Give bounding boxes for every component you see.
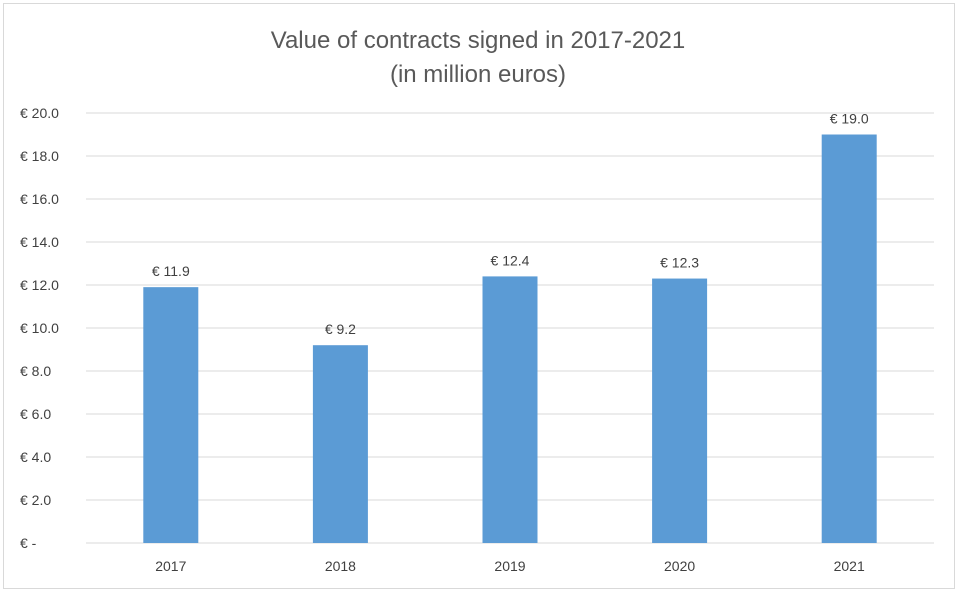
x-tick-label: 2020 (664, 558, 695, 574)
y-tick-label: € 6.0 (20, 406, 51, 422)
y-tick-label: € 14.0 (20, 234, 59, 250)
y-tick-label: € 18.0 (20, 148, 59, 164)
y-tick-label: € 8.0 (20, 363, 51, 379)
chart-title: Value of contracts signed in 2017-2021 (271, 27, 686, 54)
data-label: € 9.2 (325, 321, 356, 337)
y-tick-label: € 2.0 (20, 492, 51, 508)
data-labels: € 11.9 € 9.2 € 12.4 € 12.3 € 19.0 (152, 111, 869, 338)
chart-subtitle: (in million euros) (390, 61, 566, 88)
x-tick-label: 2021 (834, 558, 865, 574)
data-label: € 19.0 (830, 111, 869, 127)
y-tick-label: € 20.0 (20, 105, 59, 121)
bars (143, 134, 877, 543)
gridlines (86, 112, 934, 544)
bar-2019 (482, 276, 538, 543)
bar-2020 (652, 278, 708, 543)
x-tick-label: 2018 (325, 558, 356, 574)
bar-2018 (312, 345, 368, 543)
bar-2021 (821, 134, 877, 543)
bar-2017 (143, 287, 199, 543)
y-tick-label: € 12.0 (20, 277, 59, 293)
y-tick-label: € 4.0 (20, 449, 51, 465)
data-label: € 11.9 (152, 263, 190, 279)
y-tick-label: € 16.0 (20, 191, 59, 207)
data-label: € 12.3 (660, 255, 699, 271)
x-tick-label: 2019 (494, 558, 525, 574)
y-tick-label: € 10.0 (20, 320, 59, 336)
data-label: € 12.4 (491, 252, 530, 268)
y-tick-label: € - (20, 535, 37, 551)
x-tick-label: 2017 (155, 558, 186, 574)
y-axis-ticks: € - € 2.0 € 4.0 € 6.0 € 8.0 € 10.0 € 12.0 € 14.… (20, 105, 59, 551)
x-axis-ticks: 2017 2018 2019 2020 2021 (155, 558, 865, 574)
